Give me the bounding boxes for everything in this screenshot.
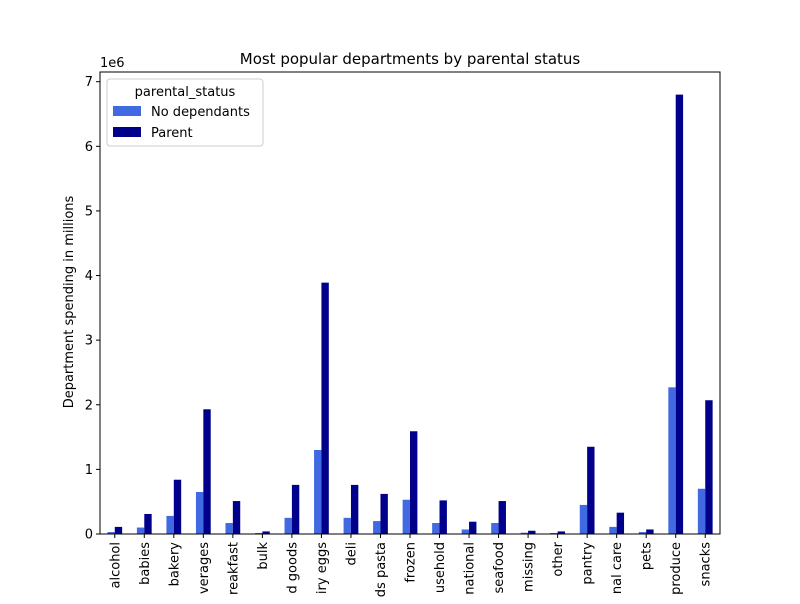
legend-title: parental_status (135, 85, 236, 100)
bar-no-dependants-iry-eggs (314, 450, 322, 534)
x-tick-label: pantry (581, 542, 596, 585)
bar-no-dependants-verages (195, 492, 204, 534)
y-tick-label: 3 (85, 334, 93, 349)
bar-no-dependants-d-goods (284, 517, 292, 534)
x-tick-label: usehold (433, 542, 448, 593)
legend-swatch-parent (113, 127, 141, 137)
x-tick-label: babies (138, 542, 153, 585)
y-tick-label: 7 (85, 75, 93, 90)
bar-parent-frozen (410, 431, 418, 534)
x-tick-label: deli (344, 542, 359, 565)
y-tick-label: 4 (85, 269, 93, 284)
x-tick-label: ds pasta (374, 542, 389, 597)
x-tick-label: pets (640, 542, 655, 570)
legend-swatch-no-dependants (113, 106, 141, 116)
x-tick-label: produce (669, 542, 684, 595)
bar-parent-babies (144, 513, 152, 534)
y-tick-label: 6 (85, 140, 93, 155)
bar-no-dependants-produce (668, 387, 676, 534)
bar-parent-snacks (705, 400, 713, 534)
bar-parent-alcohol (114, 526, 123, 534)
bar-parent-usehold (439, 500, 447, 534)
bar-parent-iry-eggs (321, 282, 329, 534)
y-tick-label: 1 (85, 463, 93, 478)
bar-no-dependants-nal-care (609, 526, 617, 534)
x-axis: alcohol babies bakery verages reakfast bulk d … (108, 534, 714, 597)
bar-parent-produce (675, 94, 684, 534)
x-tick-label: iry eggs (315, 542, 330, 594)
bar-no-dependants-pantry (579, 504, 588, 534)
legend: parental_status No dependants Parent (106, 78, 264, 147)
x-tick-label: verages (197, 542, 212, 594)
bar-no-dependants-bakery (166, 515, 174, 534)
legend-label-parent: Parent (151, 126, 193, 141)
bars-layer (107, 94, 713, 534)
bar-no-dependants-missing (520, 532, 529, 534)
bar-parent-d-goods (291, 484, 300, 534)
y-axis-scale-label: 1e6 (100, 56, 125, 71)
bar-no-dependants-deli (343, 517, 351, 534)
y-tick-label: 0 (85, 528, 93, 543)
x-tick-label: bulk (256, 542, 271, 570)
bar-parent-national (469, 521, 477, 534)
bar-parent-other (557, 531, 565, 534)
bar-parent-pantry (587, 446, 595, 534)
x-tick-label: frozen (404, 542, 419, 583)
bar-parent-pets (646, 529, 654, 534)
y-axis-label: Department spending in millions (62, 195, 77, 408)
bar-parent-bulk (262, 531, 270, 534)
x-tick-label: d goods (285, 542, 300, 594)
bar-no-dependants-reakfast (225, 523, 233, 534)
bar-parent-bakery (173, 479, 182, 534)
legend-label-no-dependants: No dependants (151, 105, 250, 120)
bar-no-dependants-national (461, 529, 470, 534)
bar-no-dependants-seafood (491, 523, 499, 534)
plot-frame (99, 71, 721, 535)
x-tick-label: national (463, 542, 478, 595)
x-tick-label: bakery (167, 542, 182, 587)
bar-parent-nal-care (616, 512, 625, 534)
x-tick-label: snacks (699, 542, 714, 587)
y-tick-label: 5 (85, 204, 93, 219)
legend-box (106, 78, 264, 147)
bar-parent-deli (350, 484, 359, 534)
x-tick-label: alcohol (108, 542, 123, 588)
bar-no-dependants-snacks (697, 488, 706, 534)
x-tick-label: seafood (492, 542, 507, 593)
x-tick-label: missing (522, 542, 537, 592)
chart-title: Most popular departments by parental sta… (240, 50, 581, 68)
x-tick-label: other (551, 541, 566, 576)
y-axis: 0 1 2 3 4 5 6 7 (85, 75, 100, 543)
bar-parent-reakfast (232, 501, 241, 534)
bar-no-dependants-pets (638, 532, 647, 534)
bar-no-dependants-frozen (402, 499, 410, 534)
bar-parent-missing (528, 530, 536, 534)
bar-no-dependants-usehold (432, 523, 440, 534)
x-tick-label: nal care (610, 542, 625, 594)
x-tick-label: reakfast (226, 542, 241, 595)
bar-no-dependants-alcohol (107, 532, 115, 534)
bar-no-dependants-ds-pasta (373, 521, 381, 534)
bar-parent-seafood (498, 501, 506, 534)
bar-parent-verages (203, 409, 211, 534)
y-tick-label: 2 (85, 398, 93, 413)
bar-parent-ds-pasta (380, 493, 388, 534)
bar-no-dependants-babies (136, 527, 145, 534)
